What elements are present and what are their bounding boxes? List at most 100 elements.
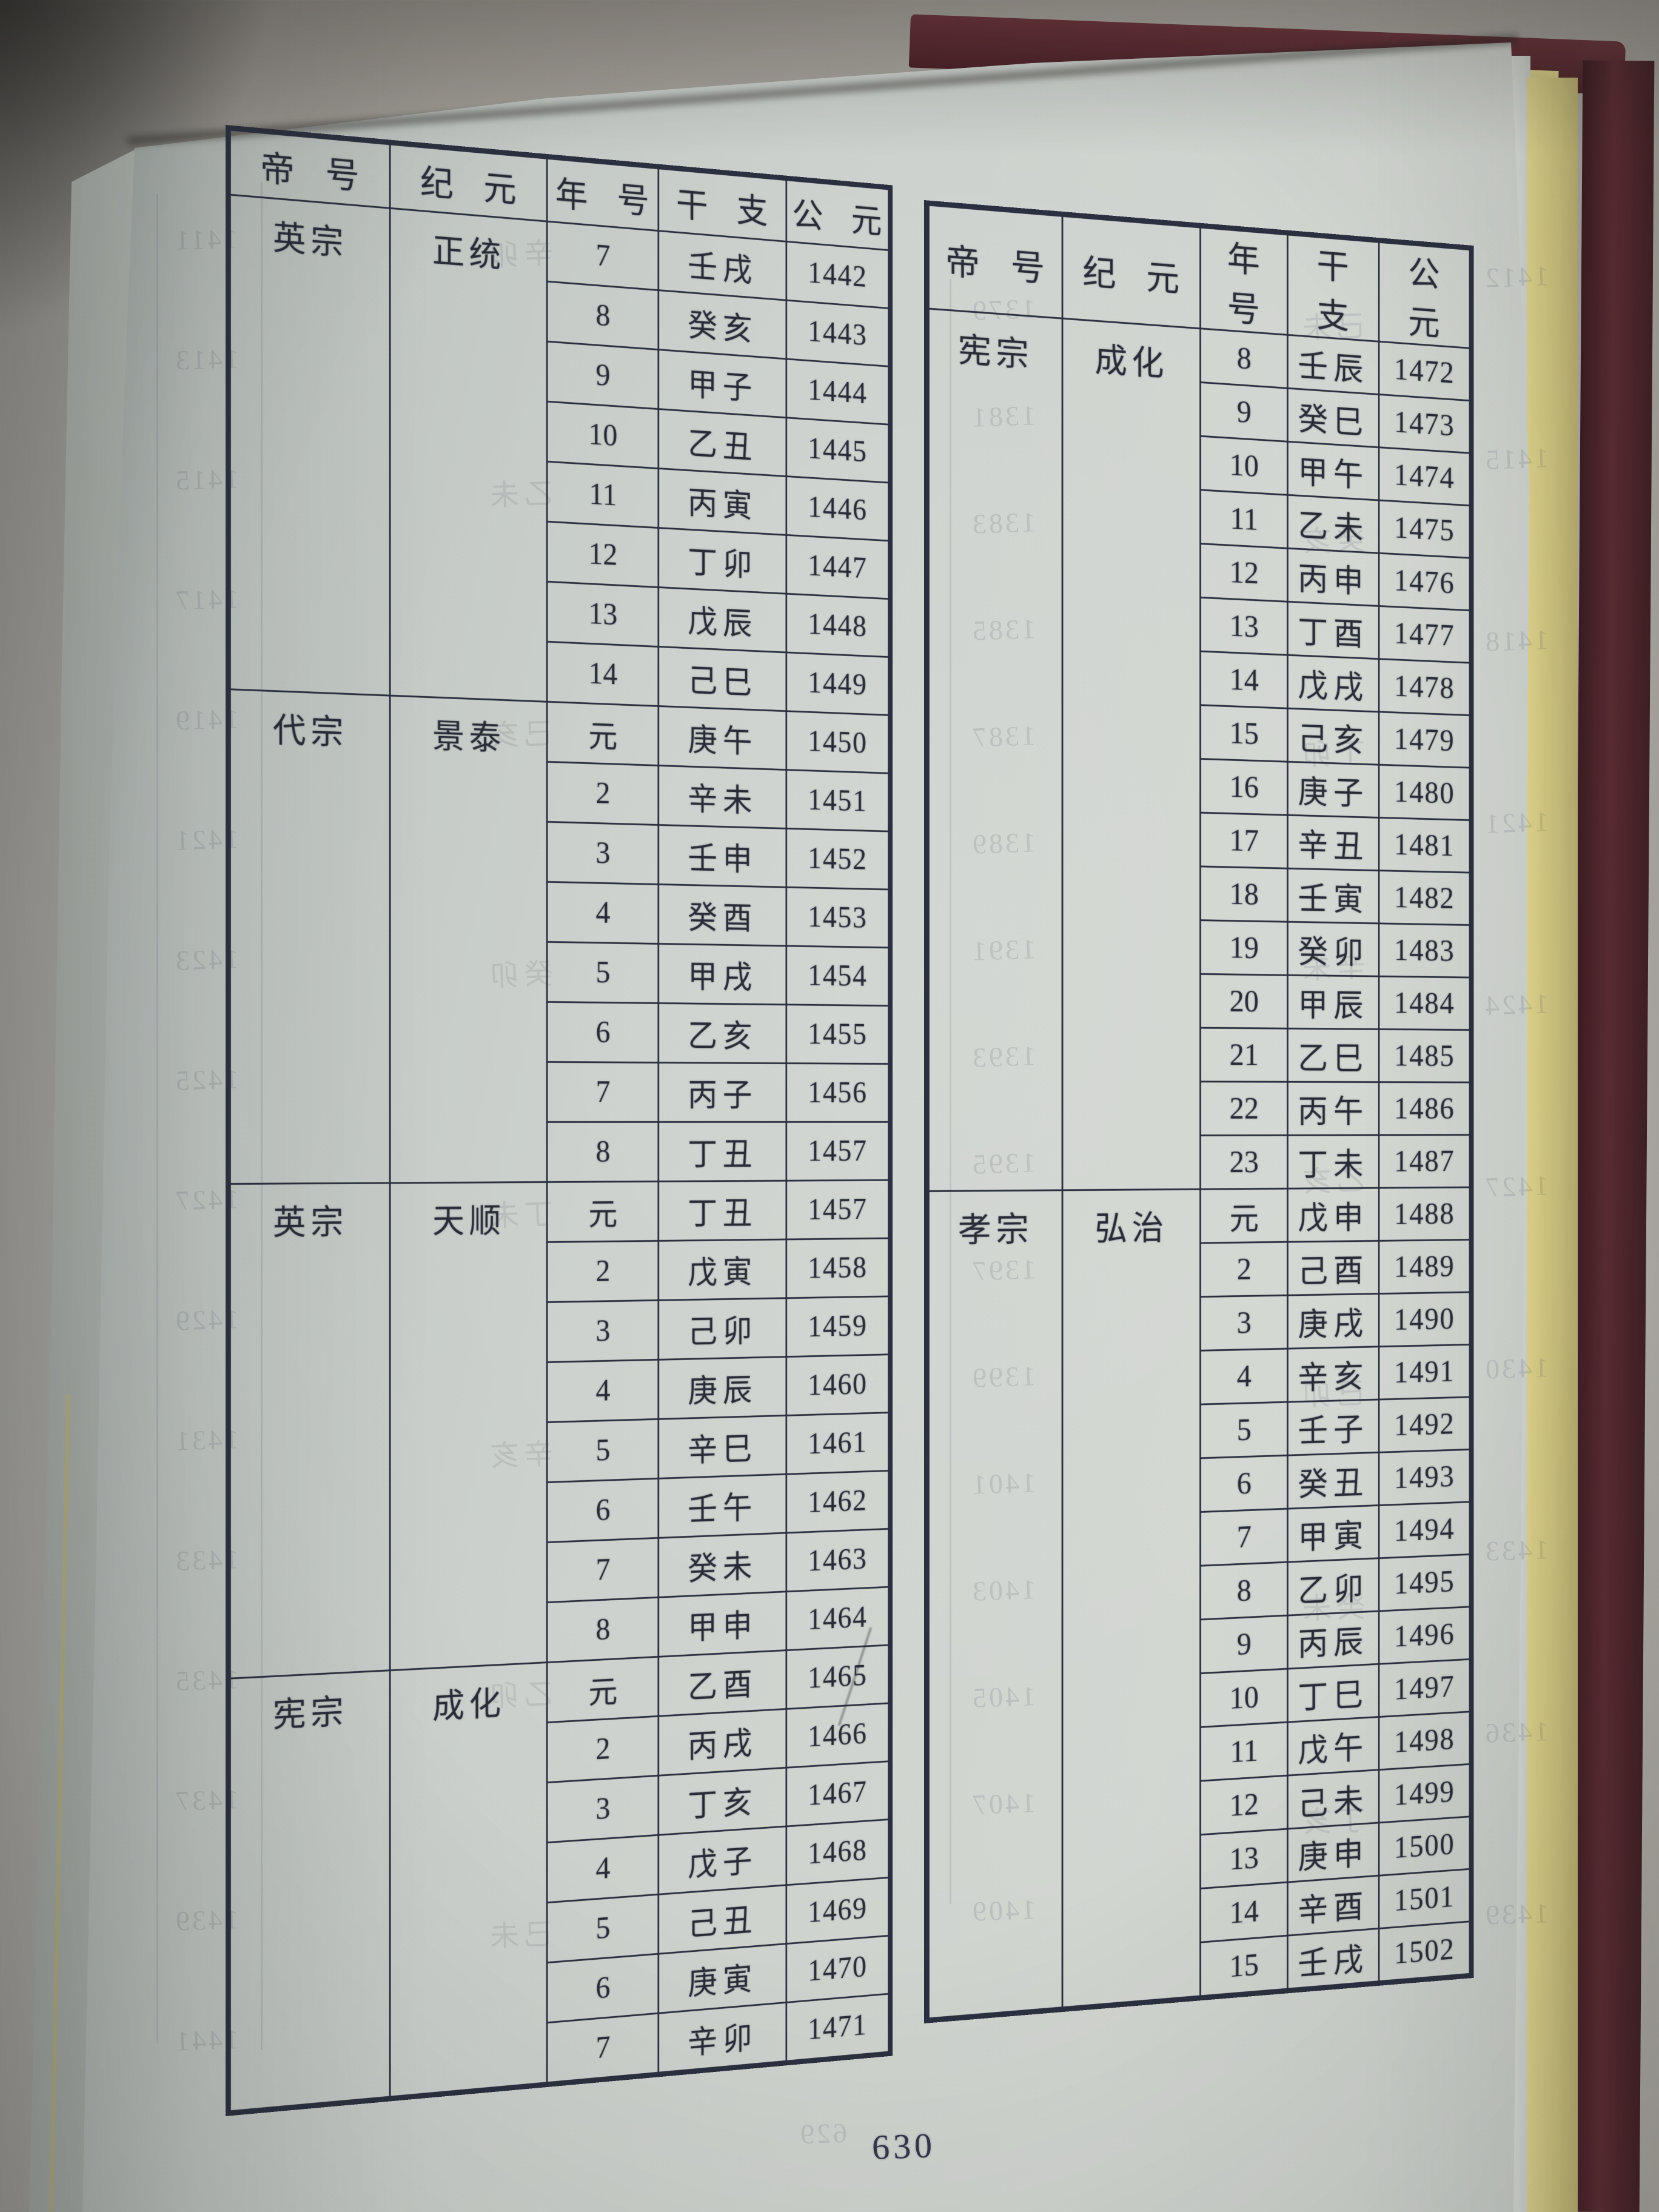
gregorian-cell: 1502 xyxy=(1379,1921,1472,1983)
gregorian-cell: 1467 xyxy=(786,1761,891,1826)
year-number-cell: 11 xyxy=(1200,1722,1288,1781)
table-row: 英宗 天顺元丁丑 1457 xyxy=(228,1180,891,1679)
page-number: 630 xyxy=(871,2125,937,2167)
year-number-cell: 9 xyxy=(1200,1615,1288,1674)
ganzhi-cell: 壬寅 xyxy=(1287,868,1379,923)
year-number-cell: 10 xyxy=(547,401,659,469)
ganzhi-cell: 辛卯 xyxy=(658,2002,786,2075)
gregorian-cell: 1443 xyxy=(786,300,891,367)
ganzhi-cell: 癸丑 xyxy=(1287,1452,1379,1509)
ganzhi-cell: 己卯 xyxy=(658,1298,786,1360)
gregorian-cell: 1463 xyxy=(786,1529,891,1592)
ganzhi-cell: 癸卯 xyxy=(1287,922,1379,977)
ganzhi-cell: 乙卯 xyxy=(1287,1558,1379,1616)
year-number-cell: 8 xyxy=(547,281,659,350)
gregorian-cell: 1474 xyxy=(1379,447,1472,506)
year-number-cell: 18 xyxy=(1200,866,1288,922)
year-number-cell: 11 xyxy=(547,461,659,528)
gregorian-cell: 1473 xyxy=(1379,394,1472,454)
ganzhi-cell: 丙申 xyxy=(1287,548,1379,606)
gregorian-cell: 1491 xyxy=(1379,1344,1472,1400)
gregorian-cell: 1501 xyxy=(1379,1869,1472,1929)
gregorian-cell: 1446 xyxy=(786,476,891,541)
year-number-cell: 5 xyxy=(1200,1402,1288,1458)
year-number-cell: 4 xyxy=(547,1835,659,1903)
emperor-cell: 代宗 xyxy=(228,689,390,1184)
gregorian-cell: 1480 xyxy=(1379,765,1472,820)
column-header-gregorian: 公 元 xyxy=(1379,240,1472,349)
ganzhi-cell: 甲申 xyxy=(658,1591,786,1657)
era-cell: 天顺 xyxy=(390,1182,548,1671)
gregorian-cell: 1498 xyxy=(1379,1711,1472,1770)
gregorian-cell: 1454 xyxy=(786,945,891,1006)
ganzhi-cell: 乙未 xyxy=(1287,495,1379,554)
gregorian-cell: 1478 xyxy=(1379,659,1472,716)
ganzhi-cell: 丁未 xyxy=(1287,1134,1379,1189)
year-number-cell: 20 xyxy=(1200,974,1288,1029)
gregorian-cell: 1482 xyxy=(1379,870,1472,925)
year-number-cell: 4 xyxy=(1200,1349,1288,1405)
year-number-cell: 6 xyxy=(1200,1455,1288,1512)
year-number-cell: 4 xyxy=(547,882,659,944)
gregorian-cell: 1449 xyxy=(786,652,891,716)
ganzhi-cell: 庚辰 xyxy=(658,1356,786,1419)
ganzhi-cell: 甲戌 xyxy=(658,943,786,1005)
column-header-era: 纪 元 xyxy=(1062,214,1201,329)
era-cell: 景泰 xyxy=(390,695,548,1183)
era-cell: 弘治 xyxy=(1062,1189,1201,2009)
ganzhi-cell: 乙酉 xyxy=(658,1650,786,1717)
ganzhi-cell: 丙戌 xyxy=(658,1709,786,1776)
ganzhi-cell: 壬戌 xyxy=(1287,1928,1379,1991)
year-number-cell: 12 xyxy=(1200,543,1288,602)
year-number-cell: 6 xyxy=(547,1002,659,1063)
ganzhi-cell: 戊午 xyxy=(1287,1717,1379,1776)
gregorian-cell: 1487 xyxy=(1379,1134,1472,1188)
column-header-ganzhi: 干 支 xyxy=(658,166,786,242)
year-number-cell: 5 xyxy=(547,1419,659,1483)
ganzhi-cell: 丁巳 xyxy=(1287,1664,1379,1723)
gregorian-cell: 1475 xyxy=(1379,500,1472,558)
gregorian-cell: 1460 xyxy=(786,1354,891,1416)
ganzhi-cell: 壬戌 xyxy=(658,230,786,301)
column-header-year-number: 年 号 xyxy=(547,156,659,231)
year-number-cell: 14 xyxy=(1200,1882,1288,1943)
year-number-cell: 2 xyxy=(547,762,659,825)
year-number-cell: 13 xyxy=(1200,597,1288,655)
emperor-cell: 英宗 xyxy=(228,1182,390,1679)
year-number-cell: 8 xyxy=(547,1597,659,1663)
gregorian-cell: 1479 xyxy=(1379,711,1472,768)
emperor-cell: 宪宗 xyxy=(927,308,1063,1191)
gregorian-cell: 1450 xyxy=(786,711,891,774)
era-cell: 正统 xyxy=(390,208,548,702)
year-number-cell: 7 xyxy=(547,1062,659,1122)
gregorian-cell: 1452 xyxy=(786,828,891,890)
ganzhi-cell: 癸亥 xyxy=(658,290,786,359)
year-number-cell: 3 xyxy=(547,822,659,885)
gregorian-cell: 1495 xyxy=(1379,1554,1472,1611)
year-number-cell: 3 xyxy=(547,1300,659,1362)
year-number-cell: 23 xyxy=(1200,1135,1288,1190)
ganzhi-cell: 甲寅 xyxy=(1287,1505,1379,1563)
year-number-cell: 13 xyxy=(547,581,659,647)
year-number-cell: 8 xyxy=(547,1122,659,1182)
gregorian-cell: 1451 xyxy=(786,769,891,832)
gregorian-cell: 1484 xyxy=(1379,976,1472,1030)
gregorian-cell: 1477 xyxy=(1379,606,1472,663)
year-number-cell: 7 xyxy=(547,221,659,290)
year-number-cell: 13 xyxy=(1200,1829,1288,1889)
gregorian-cell: 1444 xyxy=(786,358,891,425)
year-number-cell: 10 xyxy=(1200,1669,1288,1728)
ganzhi-cell: 壬子 xyxy=(1287,1399,1379,1456)
year-number-cell: 2 xyxy=(547,1241,659,1302)
ganzhi-cell: 戊申 xyxy=(1287,1188,1379,1242)
gregorian-cell: 1453 xyxy=(786,887,891,948)
gregorian-cell: 1462 xyxy=(786,1470,891,1533)
gregorian-cell: 1481 xyxy=(1379,817,1472,873)
ganzhi-cell: 乙丑 xyxy=(658,409,786,477)
ganzhi-cell: 丁酉 xyxy=(1287,602,1379,659)
gregorian-cell: 1485 xyxy=(1379,1029,1472,1083)
year-number-cell: 11 xyxy=(1200,489,1288,549)
year-number-cell: 3 xyxy=(1200,1295,1288,1351)
ganzhi-cell: 丙子 xyxy=(658,1062,786,1122)
